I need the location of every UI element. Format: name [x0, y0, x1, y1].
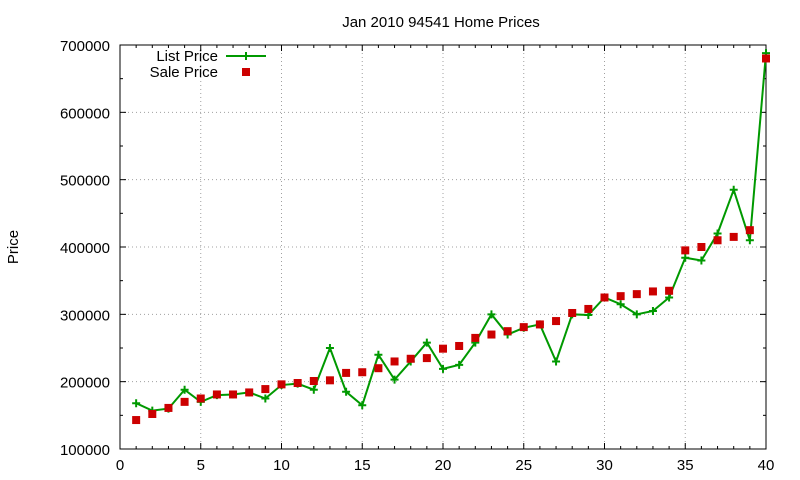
point-sale-price	[164, 403, 173, 412]
y-tick-label: 200000	[60, 375, 110, 392]
point-sale-price	[180, 397, 189, 406]
y-tick-label: 700000	[60, 38, 110, 55]
point-list-price	[632, 310, 641, 319]
point-sale-price	[406, 354, 415, 363]
y-tick-label: 500000	[60, 173, 110, 190]
point-sale-price	[648, 287, 657, 296]
plot-area	[132, 49, 770, 425]
point-list-price	[713, 229, 722, 238]
axes: 0 5 10 15 20 25 30 35 40 100000 200000 300000 400000…	[60, 38, 774, 474]
point-sale-price	[374, 364, 383, 373]
y-tick-label: 100000	[60, 442, 110, 459]
x-tick-label: 35	[677, 457, 694, 474]
point-sale-price	[212, 390, 221, 399]
point-list-price	[309, 385, 318, 394]
y-axis-label: Price	[5, 230, 22, 264]
point-list-price	[616, 300, 625, 309]
y-tick-label: 300000	[60, 307, 110, 324]
point-sale-price	[261, 385, 270, 394]
point-sale-price	[519, 323, 528, 332]
point-sale-price	[552, 317, 561, 326]
point-list-price	[180, 385, 189, 394]
point-list-price	[261, 394, 270, 403]
point-list-price	[390, 375, 399, 384]
point-sale-price	[342, 368, 351, 377]
point-sale-price	[584, 304, 593, 313]
point-sale-price	[293, 379, 302, 388]
point-sale-price	[455, 341, 464, 350]
series-line-list-price	[135, 52, 767, 412]
point-list-price	[745, 236, 754, 245]
point-list-price	[455, 360, 464, 369]
point-sale-price	[487, 330, 496, 339]
point-sale-price	[616, 292, 625, 301]
point-sale-price	[148, 409, 157, 418]
legend-marker-list-price	[242, 52, 250, 60]
x-tick-label: 25	[515, 457, 532, 474]
x-tick-label: 30	[596, 457, 613, 474]
point-list-price	[374, 350, 383, 359]
point-sale-price	[762, 54, 770, 63]
point-sale-price	[325, 376, 334, 385]
point-sale-price	[277, 380, 286, 389]
point-list-price	[439, 364, 447, 373]
x-tick-label: 15	[354, 457, 371, 474]
point-sale-price	[568, 308, 577, 317]
point-sale-price	[713, 236, 722, 245]
point-sale-price	[632, 290, 641, 299]
point-sale-price	[729, 232, 738, 241]
point-sale-price	[245, 388, 254, 397]
x-tick-label: 20	[435, 457, 452, 474]
point-list-price	[487, 310, 496, 319]
point-sale-price	[600, 293, 609, 302]
point-list-price	[697, 256, 706, 265]
point-list-price	[729, 185, 738, 194]
grid	[120, 45, 766, 449]
point-sale-price	[697, 243, 706, 251]
legend-label-sale-price: Sale Price	[150, 64, 218, 81]
point-sale-price	[681, 246, 690, 255]
point-sale-price	[422, 354, 431, 363]
point-list-price	[648, 306, 657, 315]
point-list-price	[325, 344, 334, 352]
point-list-price	[665, 293, 674, 302]
point-sale-price	[390, 357, 399, 366]
point-list-price	[342, 387, 351, 396]
point-sale-price	[665, 286, 674, 295]
legend-label-list-price: List Price	[156, 48, 218, 65]
x-tick-label: 5	[197, 457, 205, 474]
point-sale-price	[535, 320, 544, 329]
point-sale-price	[229, 390, 238, 399]
point-list-price	[552, 357, 561, 366]
point-sale-price	[196, 394, 205, 403]
legend-marker-sale-price	[242, 68, 250, 76]
point-sale-price	[471, 333, 480, 342]
point-list-price	[422, 338, 431, 347]
point-list-price	[358, 401, 367, 410]
point-sale-price	[132, 416, 141, 425]
chart-title: Jan 2010 94541 Home Prices	[342, 14, 540, 31]
y-tick-label: 600000	[60, 105, 110, 122]
y-tick-label: 400000	[60, 240, 110, 257]
point-sale-price	[745, 226, 754, 235]
point-list-price	[681, 253, 690, 262]
x-tick-label: 40	[758, 457, 775, 474]
point-sale-price	[309, 376, 318, 385]
point-list-price	[132, 399, 141, 408]
point-sale-price	[503, 327, 512, 336]
point-sale-price	[358, 368, 367, 377]
x-tick-label: 10	[273, 457, 290, 474]
x-tick-label: 0	[116, 457, 124, 474]
legend: List Price Sale Price	[150, 48, 266, 81]
point-sale-price	[439, 344, 447, 353]
